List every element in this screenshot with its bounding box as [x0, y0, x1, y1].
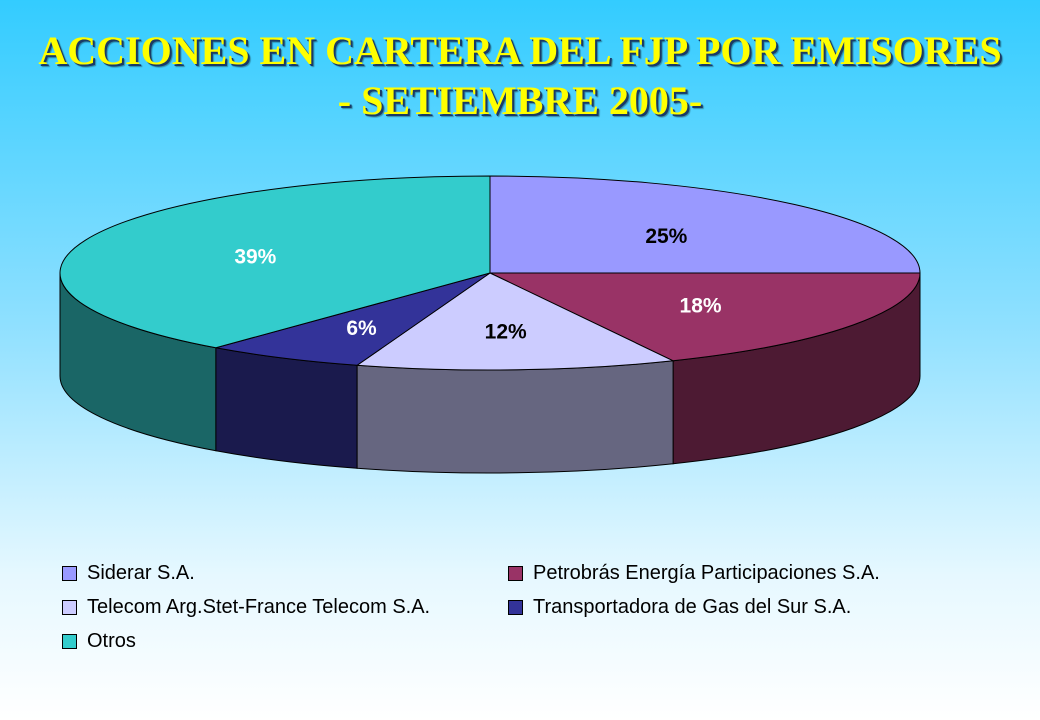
- legend-item: Petrobrás Energía Participaciones S.A.: [508, 562, 880, 585]
- legend-swatch: [62, 566, 77, 581]
- legend-item: Otros: [62, 630, 136, 653]
- pie-slice-label-2: 12%: [485, 321, 527, 344]
- pie-slice-label-3: 6%: [346, 317, 377, 340]
- pie-slice-4: [59, 175, 491, 349]
- legend-item: Telecom Arg.Stet-France Telecom S.A.: [62, 596, 430, 619]
- legend-swatch: [62, 600, 77, 615]
- chart-title-line2: - SETIEMBRE 2005-: [337, 78, 703, 123]
- pie-slice-3: [215, 272, 491, 366]
- legend-item: Siderar S.A.: [62, 562, 195, 585]
- legend-label: Siderar S.A.: [87, 562, 195, 584]
- legend-item: Transportadora de Gas del Sur S.A.: [508, 596, 851, 619]
- pie-slice-side-3: [215, 347, 358, 469]
- pie-chart-3d: 25% 18% 12% 6% 39%: [59, 175, 921, 474]
- legend-swatch: [62, 634, 77, 649]
- pie-slice-label-0: 25%: [645, 225, 687, 248]
- legend-label: Petrobrás Energía Participaciones S.A.: [533, 562, 880, 584]
- legend-label: Telecom Arg.Stet-France Telecom S.A.: [87, 596, 431, 618]
- legend-swatch: [508, 600, 523, 615]
- chart-title-line1: ACCIONES EN CARTERA DEL FJP POR EMISORES: [38, 28, 1002, 73]
- pie-slice-label-4: 39%: [234, 245, 276, 268]
- pie-slice-label-1: 18%: [680, 295, 722, 318]
- chart-title: ACCIONES EN CARTERA DEL FJP POR EMISORES…: [0, 26, 1040, 126]
- pie-slice-0: [489, 175, 921, 274]
- legend-label: Transportadora de Gas del Sur S.A.: [533, 596, 852, 618]
- legend-swatch: [508, 566, 523, 581]
- legend-label: Otros: [87, 630, 136, 652]
- pie-slice-2: [355, 272, 675, 371]
- pie-slice-1: [489, 272, 921, 362]
- pie-slice-side-2: [356, 360, 674, 474]
